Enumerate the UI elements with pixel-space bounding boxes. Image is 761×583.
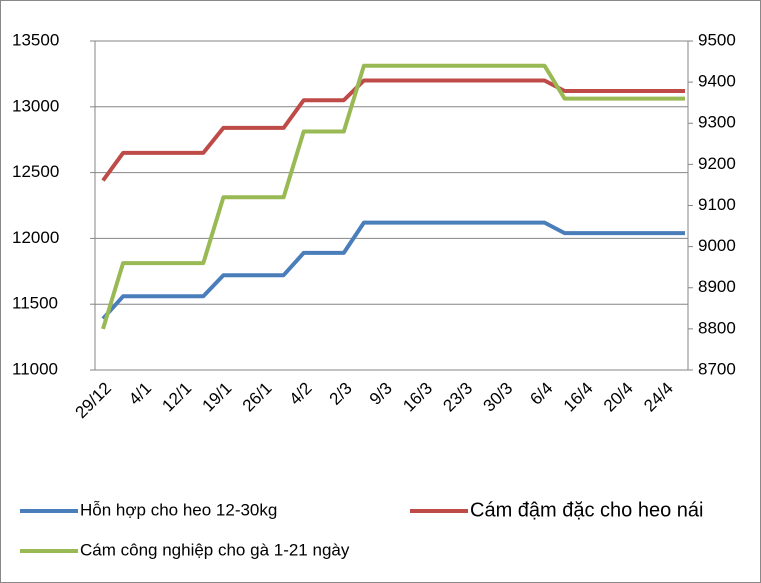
y2-tick-label: 9400 xyxy=(698,72,736,91)
y2-tick-label: 9100 xyxy=(698,195,736,214)
y2-tick-label: 8700 xyxy=(698,359,736,378)
y2-tick-label: 8800 xyxy=(698,318,736,337)
y2-tick-label: 8900 xyxy=(698,277,736,296)
legend-label: Cám công nghiệp cho gà 1-21 ngày xyxy=(80,540,350,559)
y2-tick-label: 9500 xyxy=(698,30,736,49)
y2-tick-label: 9000 xyxy=(698,236,736,255)
series-line xyxy=(101,78,685,182)
series-line xyxy=(101,220,685,321)
y-tick-label: 11500 xyxy=(12,294,58,313)
legend-label: Hỗn hợp cho heo 12-30kg xyxy=(80,500,277,519)
y-tick-label: 13500 xyxy=(12,30,59,49)
series-line xyxy=(101,63,685,330)
y-tick-label: 11000 xyxy=(12,359,58,378)
y2-tick-label: 9300 xyxy=(698,113,736,132)
y2-tick-label: 9200 xyxy=(698,154,736,173)
legend-label: Cám đậm đặc cho heo nái xyxy=(470,499,703,521)
y-tick-label: 13000 xyxy=(12,96,59,115)
y-tick-label: 12500 xyxy=(12,162,59,181)
y-tick-label: 12000 xyxy=(12,228,59,247)
